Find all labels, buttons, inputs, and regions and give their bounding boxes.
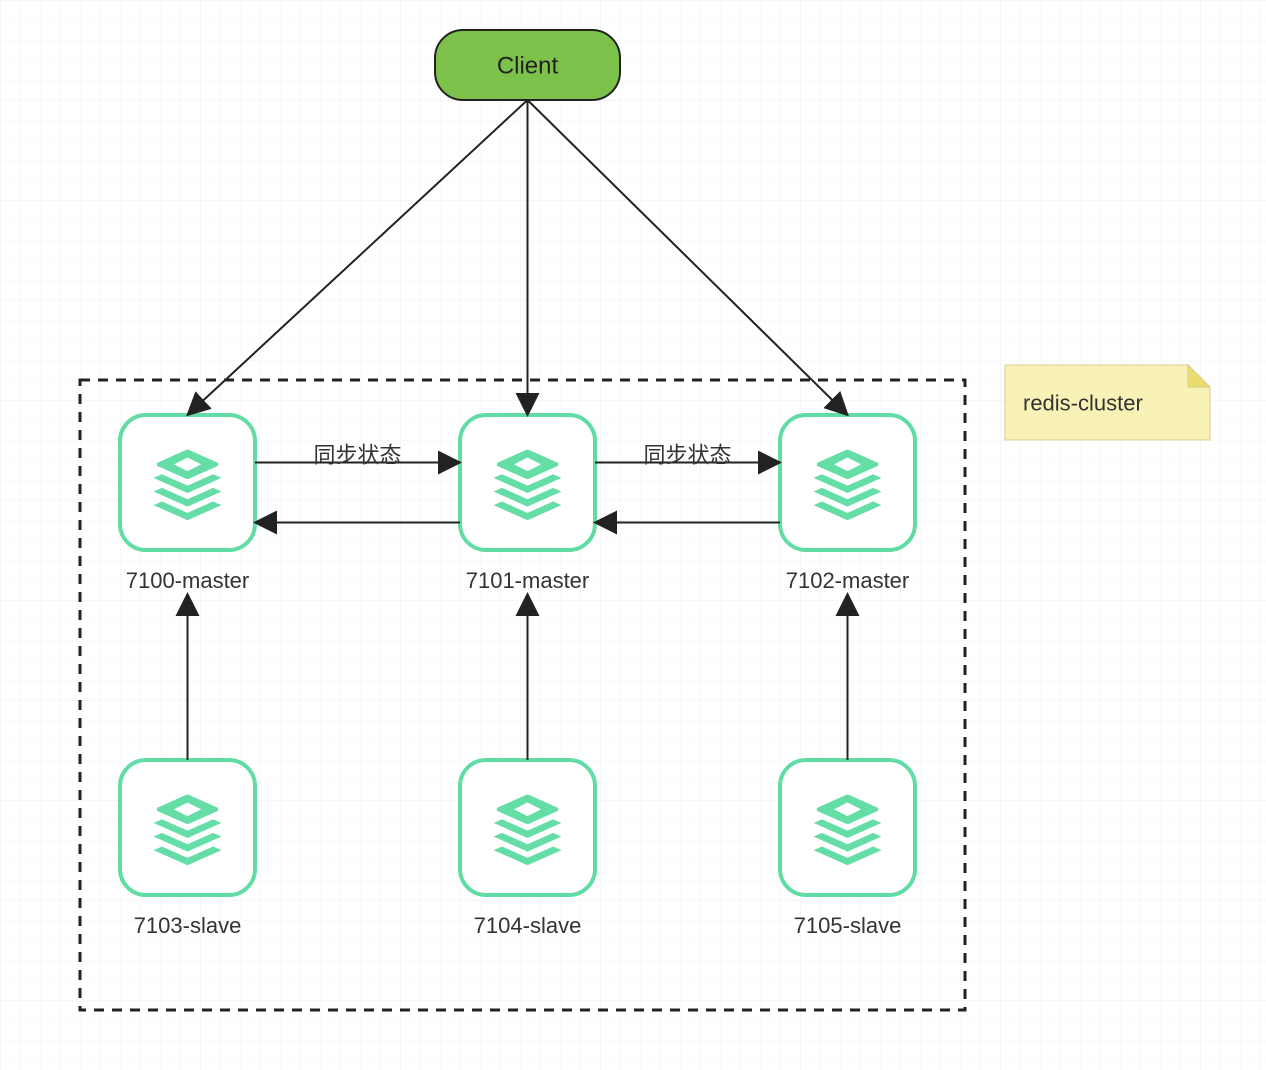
diagram-root: redis-cluster Client 7100-master 7101-maste… [0,0,1266,1070]
node-label: 7105-slave [794,913,902,938]
redis-stack-icon [147,446,229,523]
node-label: 7102-master [786,568,910,593]
edge-label: 同步状态 [313,442,401,467]
edge-label: 同步状态 [643,442,731,467]
redis-stack-icon [807,446,889,523]
node-label: 7104-slave [474,913,582,938]
node-label: 7103-slave [134,913,242,938]
redis-stack-icon [487,791,569,868]
note-label: redis-cluster [1023,390,1143,415]
diagram-svg: redis-cluster Client 7100-master 7101-maste… [0,0,1266,1070]
redis-stack-icon [147,791,229,868]
note-redis-cluster: redis-cluster [1005,365,1210,440]
redis-stack-icon [807,791,889,868]
client-label: Client [497,52,559,79]
node-label: 7100-master [126,568,250,593]
redis-stack-icon [487,446,569,523]
client-node: Client [435,30,620,100]
node-label: 7101-master [466,568,590,593]
